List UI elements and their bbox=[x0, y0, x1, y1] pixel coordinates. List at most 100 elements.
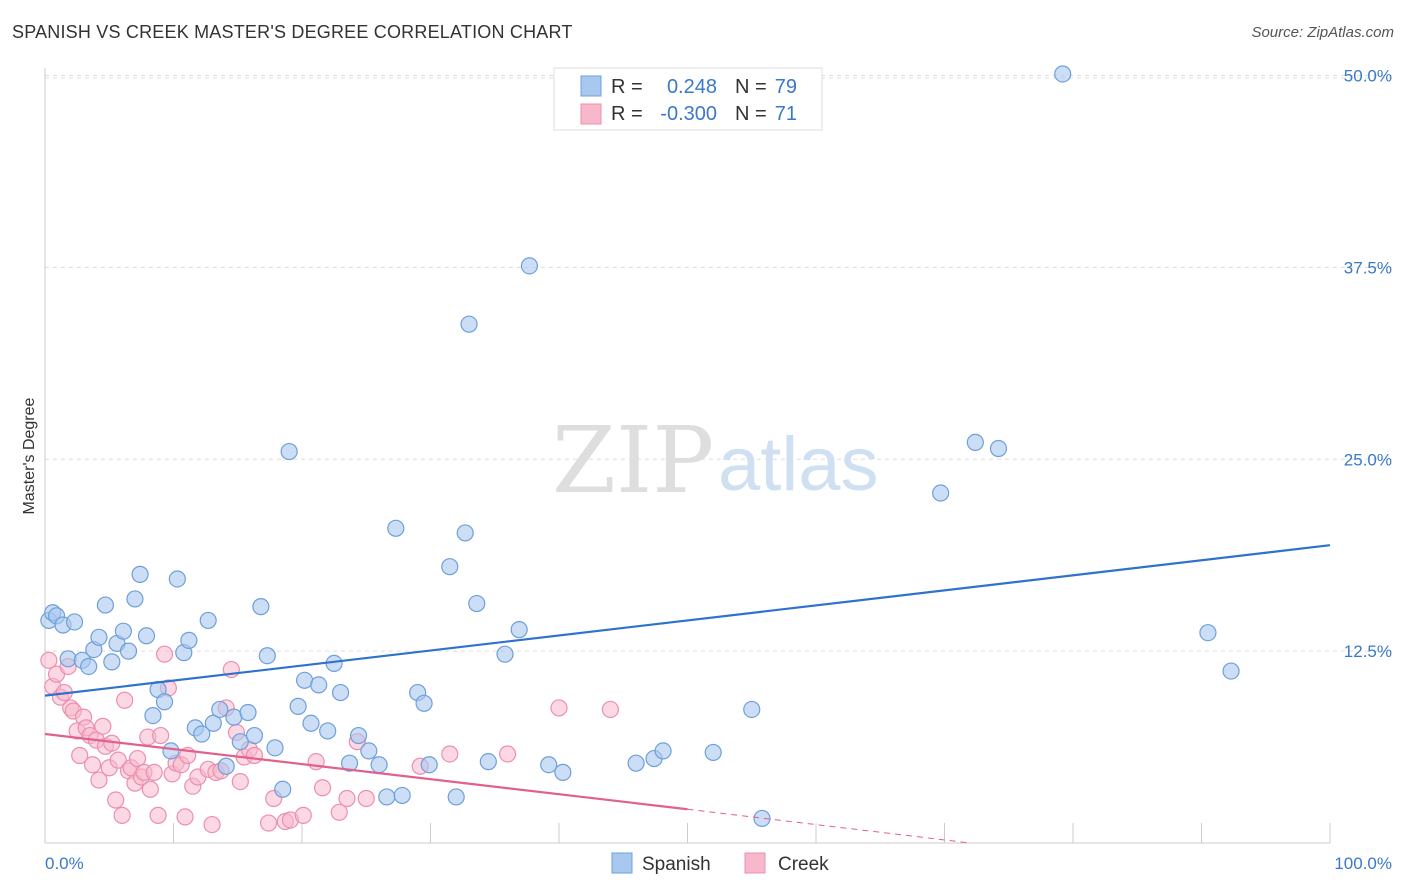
creek-point bbox=[149, 806, 167, 824]
axis-layer: 12.5% 25.0% 37.5% 50.0% 0.0% 100.0% bbox=[44, 67, 1392, 873]
y-tick-label: 25.0% bbox=[1344, 450, 1392, 469]
spanish-point bbox=[554, 763, 572, 781]
x-tick-label: 0.0% bbox=[45, 854, 84, 873]
spanish-point bbox=[932, 484, 950, 502]
y-tick-label: 50.0% bbox=[1344, 67, 1392, 86]
y-tick-label: 37.5% bbox=[1344, 258, 1392, 277]
spanish-point bbox=[302, 714, 320, 732]
spanish-point bbox=[144, 706, 162, 725]
creek-point bbox=[83, 756, 102, 774]
creek-point bbox=[152, 726, 170, 745]
creek-point bbox=[145, 763, 163, 781]
watermark: ZIP atlas bbox=[552, 407, 879, 514]
creek-point bbox=[203, 815, 221, 834]
spanish-point bbox=[743, 700, 761, 719]
spanish-point bbox=[1222, 662, 1240, 680]
spanish-point bbox=[349, 726, 368, 745]
spanish-point bbox=[753, 809, 771, 828]
spanish-point bbox=[126, 590, 144, 608]
spanish-point bbox=[119, 642, 138, 660]
spanish-point bbox=[274, 780, 292, 798]
creek-point bbox=[601, 700, 620, 719]
spanish-point bbox=[103, 653, 121, 671]
spanish-point bbox=[193, 725, 211, 743]
spanish-point bbox=[90, 628, 108, 646]
creek-point bbox=[550, 699, 568, 717]
grid-layer bbox=[45, 75, 1392, 652]
spanish-point bbox=[266, 739, 284, 757]
spanish-r-value: 0.248 bbox=[667, 76, 717, 98]
creek-point bbox=[155, 645, 174, 663]
spanish-point bbox=[496, 645, 514, 663]
spanish-point bbox=[340, 754, 359, 772]
creek-point bbox=[313, 779, 332, 797]
creek-trendline bbox=[44, 732, 688, 811]
spanish-n-value: 79 bbox=[775, 76, 797, 98]
spanish-point bbox=[155, 693, 174, 711]
creek-legend-swatch bbox=[580, 103, 602, 125]
spanish-n-label: N = bbox=[735, 76, 767, 98]
creek-point bbox=[107, 791, 125, 809]
creek-point bbox=[90, 771, 108, 789]
spanish-point bbox=[378, 788, 396, 806]
spanish-point bbox=[1054, 65, 1072, 83]
spanish-point bbox=[966, 433, 984, 451]
creek-point bbox=[116, 691, 134, 709]
spanish-point bbox=[479, 753, 497, 771]
spanish-point bbox=[704, 743, 722, 762]
spanish-point bbox=[540, 756, 558, 774]
spanish-point bbox=[520, 257, 539, 275]
y-tick-label: 12.5% bbox=[1344, 642, 1392, 661]
watermark-zip: ZIP bbox=[552, 407, 714, 514]
spanish-point bbox=[211, 700, 229, 719]
spanish-point bbox=[199, 611, 217, 630]
spanish-point bbox=[441, 558, 459, 576]
creek-point bbox=[113, 806, 131, 824]
watermark-atlas: atlas bbox=[718, 422, 879, 507]
spanish-point bbox=[80, 657, 98, 676]
stats-legend: R = 0.248 N = 79 R = -0.300 N = 71 bbox=[553, 67, 823, 131]
creek-point bbox=[441, 745, 459, 763]
spanish-point bbox=[137, 627, 156, 645]
spanish-point bbox=[654, 742, 672, 760]
spanish-point bbox=[393, 786, 411, 805]
creek-point bbox=[294, 806, 312, 824]
spanish-point bbox=[252, 598, 270, 616]
spanish-point bbox=[180, 631, 198, 649]
spanish-point bbox=[245, 726, 264, 745]
spanish-point bbox=[204, 714, 222, 732]
creek-point bbox=[141, 780, 159, 798]
spanish-point bbox=[239, 703, 257, 722]
spanish-point bbox=[114, 622, 132, 640]
creek-point bbox=[231, 772, 249, 791]
creek-n-value: 71 bbox=[775, 103, 797, 125]
spanish-point bbox=[319, 722, 337, 740]
creek-point bbox=[330, 803, 348, 821]
spanish-point bbox=[415, 694, 433, 712]
spanish-point bbox=[96, 596, 114, 614]
spanish-point bbox=[217, 757, 235, 775]
spanish-point bbox=[310, 676, 328, 694]
y-axis-label: Master's Degree bbox=[21, 397, 38, 514]
spanish-point bbox=[280, 442, 298, 461]
creek-points bbox=[40, 645, 620, 834]
creek-point bbox=[109, 751, 127, 769]
source-label: Source: ZipAtlas.com bbox=[1251, 24, 1394, 41]
spanish-point bbox=[420, 756, 438, 774]
spanish-point bbox=[627, 754, 645, 772]
creek-point bbox=[245, 746, 264, 765]
spanish-point bbox=[468, 594, 486, 613]
spanish-point bbox=[162, 742, 180, 760]
spanish-point bbox=[387, 519, 405, 537]
creek-point bbox=[176, 808, 194, 826]
spanish-point bbox=[65, 613, 84, 631]
spanish-point bbox=[131, 565, 149, 583]
spanish-point bbox=[289, 697, 307, 715]
spanish-legend-swatch bbox=[580, 75, 602, 97]
creek-point bbox=[94, 717, 112, 735]
creek-point bbox=[338, 789, 356, 808]
spanish-point bbox=[331, 683, 350, 702]
spanish-point bbox=[989, 439, 1008, 458]
creek-n-label: N = bbox=[735, 103, 767, 125]
